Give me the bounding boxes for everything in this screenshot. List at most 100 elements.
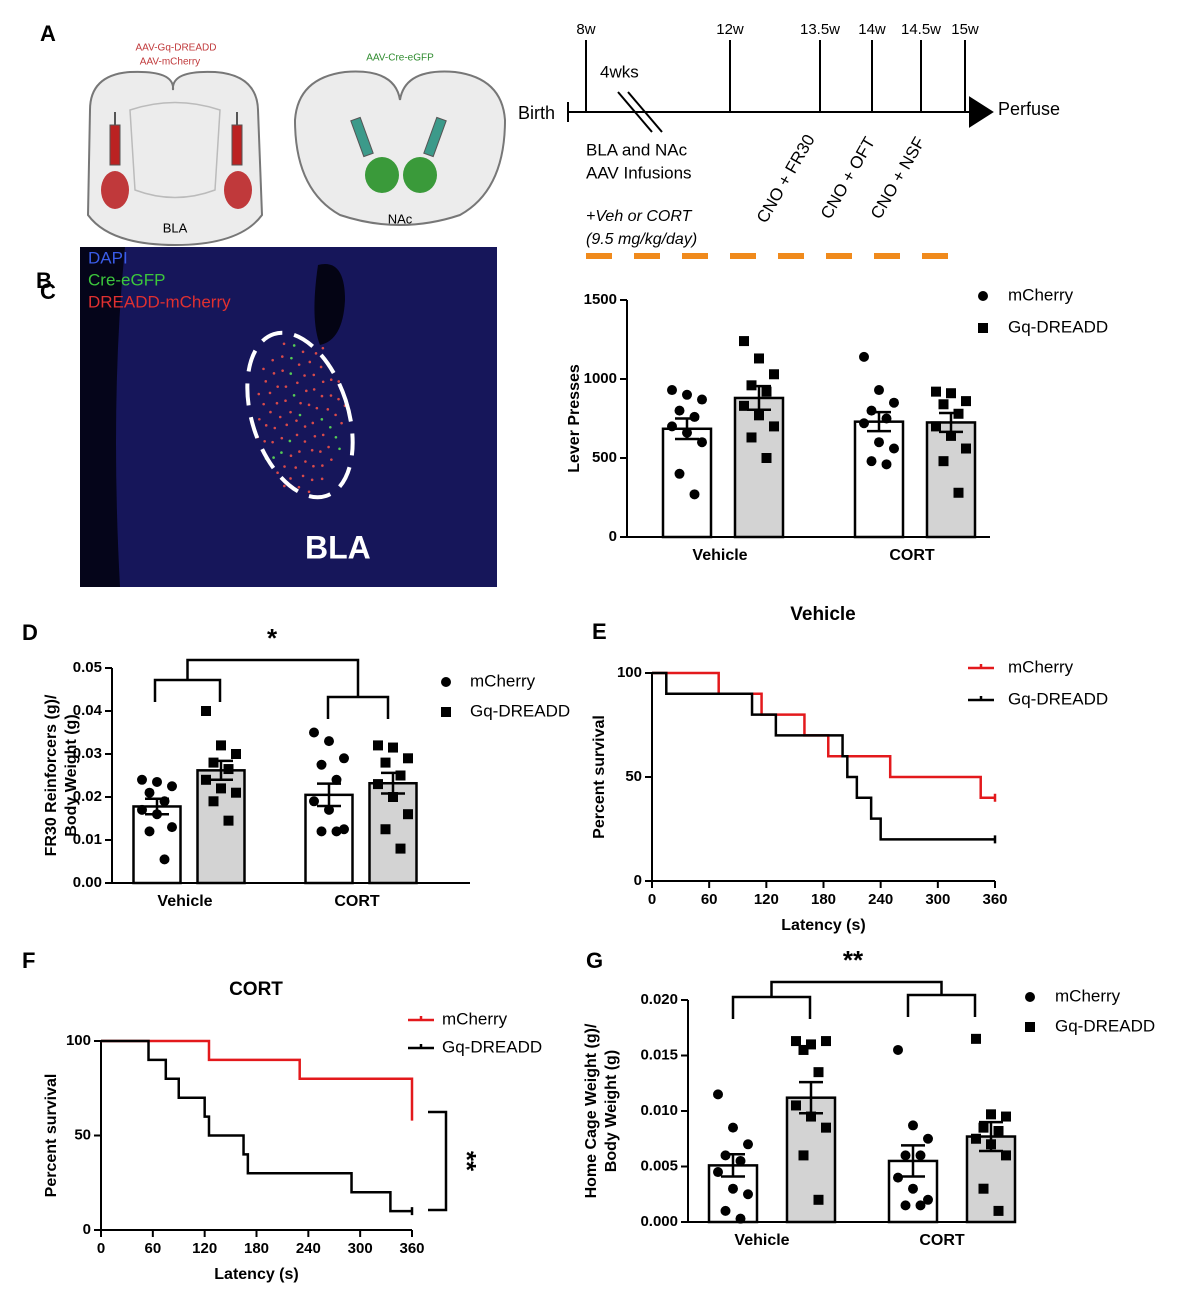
data-point <box>874 385 884 396</box>
data-point <box>223 764 234 775</box>
data-point <box>821 1036 831 1047</box>
data-point <box>201 774 211 785</box>
brain-nac <box>293 70 507 226</box>
speckle <box>295 433 299 437</box>
speckle <box>330 458 333 461</box>
timeline-end: Perfuse <box>998 99 1060 119</box>
speckle <box>276 471 279 474</box>
data-point <box>403 753 413 764</box>
speckle <box>329 394 333 397</box>
data-point <box>1001 1111 1011 1122</box>
speckle <box>303 440 307 443</box>
data-point <box>223 815 234 826</box>
speckle <box>312 388 316 391</box>
speckle <box>307 403 311 407</box>
legend-line <box>408 1044 434 1050</box>
data-point <box>331 774 342 785</box>
x-tick-label: CORT <box>919 1232 965 1249</box>
channel-label: Cre-eGFP <box>88 270 165 289</box>
error-bar <box>747 384 771 412</box>
data-point <box>667 385 677 396</box>
x-tick-label: 120 <box>192 1240 217 1257</box>
speckle <box>299 401 302 405</box>
speckle <box>275 401 279 405</box>
panel-label: D <box>22 620 38 645</box>
significance-label: ** <box>843 945 864 975</box>
y-tick-label: 0 <box>609 528 617 545</box>
data-point <box>746 432 757 443</box>
virus-label: AAV-Cre-eGFP <box>366 53 434 64</box>
error-bar <box>799 1080 823 1115</box>
y-tick-label: 0.03 <box>73 745 102 762</box>
data-point <box>735 1213 746 1224</box>
panel-label: B <box>36 268 52 293</box>
speckle <box>289 410 292 414</box>
data-point <box>866 456 877 467</box>
data-point <box>938 456 949 467</box>
data-point <box>931 421 941 432</box>
error-bar <box>721 1153 745 1178</box>
legend-label: mCherry <box>1008 657 1074 676</box>
y-tick-label: 0.005 <box>640 1157 678 1174</box>
data-point <box>674 405 685 416</box>
speckle <box>334 435 338 439</box>
speckle <box>263 439 266 443</box>
speckle <box>321 464 324 467</box>
speckle <box>311 421 315 425</box>
speckle <box>289 477 292 480</box>
data-point <box>739 336 749 347</box>
y-tick-label: 0.000 <box>640 1213 678 1230</box>
virus-label: AAV-Gq-DREADD <box>136 43 217 54</box>
speckle <box>321 433 325 437</box>
data-point <box>137 774 147 785</box>
treatment-label: (9.5 mg/kg/day) <box>586 231 697 248</box>
data-point <box>1025 992 1035 1002</box>
data-point <box>813 1067 824 1078</box>
data-point <box>697 437 707 448</box>
significance-bracket <box>731 980 977 1019</box>
survival-line <box>101 1039 414 1121</box>
legend-label: mCherry <box>470 671 536 690</box>
speckle <box>298 450 301 453</box>
data-point <box>978 1122 989 1133</box>
y-tick-label: 0.04 <box>73 702 103 719</box>
y-axis-label: Body Weight (g) <box>63 714 80 836</box>
panel-label: G <box>586 948 603 973</box>
speckle <box>284 399 287 403</box>
data-point <box>893 1172 903 1183</box>
speckle <box>303 425 307 428</box>
bar <box>733 396 785 539</box>
panel-label: E <box>592 619 607 644</box>
region-label: BLA <box>163 220 188 235</box>
data-point <box>728 1122 738 1133</box>
data-point <box>380 824 391 835</box>
data-point <box>915 1200 926 1211</box>
significance-label: * <box>267 623 278 653</box>
y-tick-label: 0.015 <box>640 1046 678 1063</box>
data-point <box>889 397 899 408</box>
legend-line <box>968 696 994 702</box>
data-point <box>339 753 349 764</box>
speckle <box>304 460 307 463</box>
data-point <box>167 822 177 833</box>
y-tick-label: 1000 <box>584 370 617 387</box>
data-point <box>806 1039 816 1050</box>
y-tick-label: 0.05 <box>73 659 102 676</box>
data-point <box>754 353 764 364</box>
speckle <box>268 391 272 395</box>
data-point <box>231 749 241 759</box>
y-tick-label: 0.00 <box>73 874 102 891</box>
panel-label: A <box>40 21 56 46</box>
speckle <box>295 419 298 422</box>
channel-label: DREADD-mCherry <box>88 292 231 311</box>
data-point <box>881 413 892 424</box>
data-point <box>373 779 383 790</box>
speckle <box>315 406 319 410</box>
data-point <box>403 809 413 820</box>
y-tick-label: 100 <box>617 664 642 681</box>
speckle <box>329 425 332 429</box>
legend-label: mCherry <box>442 1009 508 1028</box>
micrograph <box>80 247 497 587</box>
speckle <box>326 408 330 411</box>
speckle <box>321 380 325 384</box>
